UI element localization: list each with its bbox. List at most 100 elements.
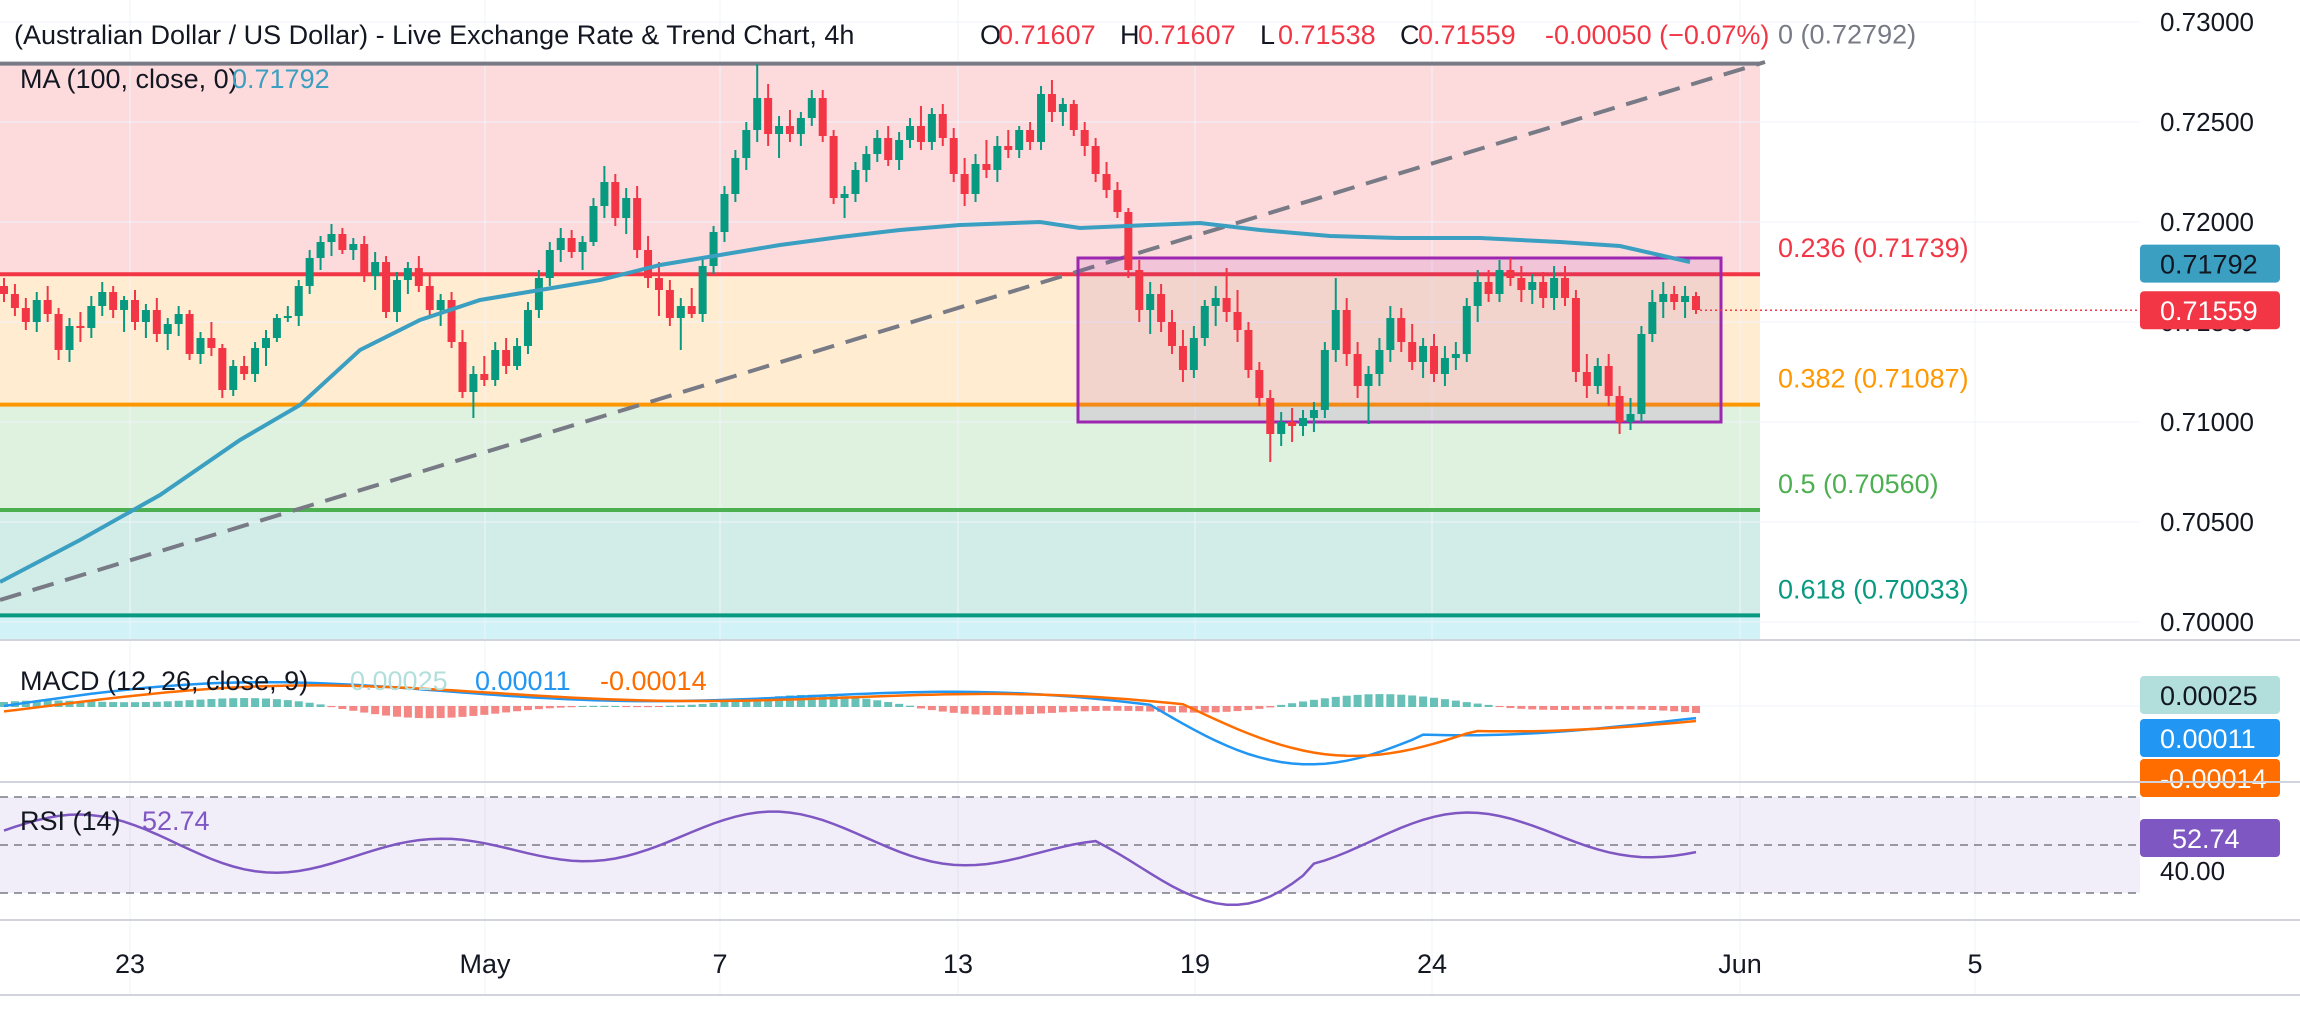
candle bbox=[0, 278, 8, 302]
candle bbox=[1495, 260, 1504, 302]
candle bbox=[785, 110, 794, 142]
candle bbox=[1233, 290, 1242, 342]
macd-histogram-bar bbox=[1091, 706, 1100, 711]
candle bbox=[109, 286, 118, 318]
candle bbox=[895, 132, 904, 170]
time-axis[interactable]: 23 May 7 13 19 24 Jun 5 bbox=[0, 949, 2300, 996]
candle bbox=[338, 228, 347, 254]
macd-histogram-bar bbox=[1375, 694, 1384, 707]
macd-histogram-bar bbox=[283, 700, 292, 707]
last-price-tag bbox=[2140, 291, 2280, 330]
candle bbox=[556, 228, 565, 262]
candle bbox=[1353, 342, 1362, 398]
time-tick-label: 13 bbox=[943, 949, 973, 979]
macd-histogram-bar bbox=[1440, 699, 1449, 707]
candle bbox=[1047, 80, 1056, 122]
macd-histogram-bar bbox=[491, 706, 500, 714]
macd-histogram-bar bbox=[338, 706, 347, 709]
macd-histogram-bar bbox=[1222, 706, 1231, 712]
macd-histogram-bar bbox=[76, 701, 85, 707]
price-tick-label: 0.73000 bbox=[2160, 7, 2254, 37]
macd-histogram-bar bbox=[1484, 704, 1493, 707]
candle bbox=[567, 230, 576, 258]
candle bbox=[1309, 402, 1318, 432]
candle bbox=[971, 154, 980, 202]
candle bbox=[818, 90, 827, 142]
candle bbox=[87, 296, 96, 338]
macd-histogram-bar bbox=[414, 706, 423, 719]
candle bbox=[1037, 86, 1046, 150]
candlestick-series bbox=[0, 64, 1700, 462]
macd-histogram-bar bbox=[1386, 694, 1395, 707]
macd-histogram-bar bbox=[1309, 699, 1318, 707]
candle bbox=[927, 108, 936, 150]
candle bbox=[54, 308, 63, 360]
candle bbox=[1189, 326, 1198, 378]
candle bbox=[534, 270, 543, 318]
candle bbox=[294, 280, 303, 326]
macd-histogram-bar bbox=[829, 695, 838, 707]
macd-histogram-bar bbox=[261, 698, 270, 707]
candle bbox=[447, 292, 456, 348]
candle bbox=[1222, 268, 1231, 322]
macd-value-tag-text: -0.00014 bbox=[2160, 764, 2267, 794]
fib-zone-band bbox=[0, 63, 1760, 275]
macd-histogram-bar bbox=[895, 703, 904, 707]
candle bbox=[982, 140, 991, 178]
support-trendline[interactable] bbox=[0, 60, 1766, 602]
macd-histogram-bar bbox=[349, 706, 358, 711]
macd-histogram-bar bbox=[1648, 706, 1657, 711]
macd-histogram-bar bbox=[1528, 706, 1537, 710]
candle bbox=[491, 342, 500, 386]
candle bbox=[98, 282, 107, 316]
macd-histogram-bar bbox=[884, 702, 893, 707]
macd-signal-value: -0.00014 bbox=[600, 666, 707, 696]
candle bbox=[1342, 298, 1351, 366]
macd-histogram-bar bbox=[1255, 706, 1264, 709]
macd-histogram-bar bbox=[665, 705, 674, 707]
candle bbox=[218, 344, 227, 398]
macd-histogram-bar bbox=[1200, 706, 1209, 713]
candle bbox=[120, 296, 129, 332]
macd-histogram-bar bbox=[1037, 706, 1046, 714]
macd-histogram-bar bbox=[633, 706, 642, 708]
macd-histogram-bar bbox=[32, 700, 41, 707]
macd-histogram-bar bbox=[775, 696, 784, 707]
candle bbox=[1561, 266, 1570, 306]
macd-histogram-bar bbox=[1026, 706, 1035, 715]
macd-line bbox=[3, 680, 1697, 766]
time-tick-label: Jun bbox=[1718, 949, 1762, 979]
fib-zone-band bbox=[0, 615, 1760, 640]
macd-histogram-bar bbox=[327, 706, 336, 708]
macd-histogram-bar bbox=[196, 699, 205, 707]
macd-histogram-bar bbox=[1506, 706, 1515, 709]
candle bbox=[360, 236, 369, 282]
macd-histogram-bar bbox=[1626, 706, 1635, 710]
candle bbox=[622, 188, 631, 234]
macd-histogram-bar bbox=[371, 706, 380, 715]
price-axis[interactable]: 0.730000.725000.720000.715000.710000.705… bbox=[0, 0, 2300, 641]
candle bbox=[960, 158, 969, 206]
macd-histogram-bar bbox=[513, 706, 522, 712]
candle bbox=[731, 150, 740, 202]
time-tick-label: 23 bbox=[115, 949, 145, 979]
price-tick-label: 0.72000 bbox=[2160, 207, 2254, 237]
price-tick-label: 0.71000 bbox=[2160, 407, 2254, 437]
candle bbox=[261, 330, 270, 366]
macd-histogram-bar bbox=[1266, 706, 1275, 708]
ohlc-H-value: 0.71607 bbox=[1138, 20, 1236, 50]
ohlc-H-label: H bbox=[1120, 20, 1140, 50]
candle bbox=[1168, 310, 1177, 354]
candle bbox=[1200, 300, 1209, 346]
candle bbox=[1528, 274, 1537, 304]
candle bbox=[229, 360, 238, 396]
candle bbox=[1571, 290, 1580, 382]
candle bbox=[644, 236, 653, 288]
macd-histogram-bar bbox=[906, 705, 915, 707]
macd-histogram-bar bbox=[141, 702, 150, 707]
macd-histogram-bar bbox=[1178, 706, 1187, 713]
candle bbox=[436, 294, 445, 326]
macd-histogram-bar bbox=[654, 706, 663, 708]
ohlc-readout: O0.71607 H0.71607 L 0.71538 C0.71559 bbox=[980, 20, 1516, 50]
